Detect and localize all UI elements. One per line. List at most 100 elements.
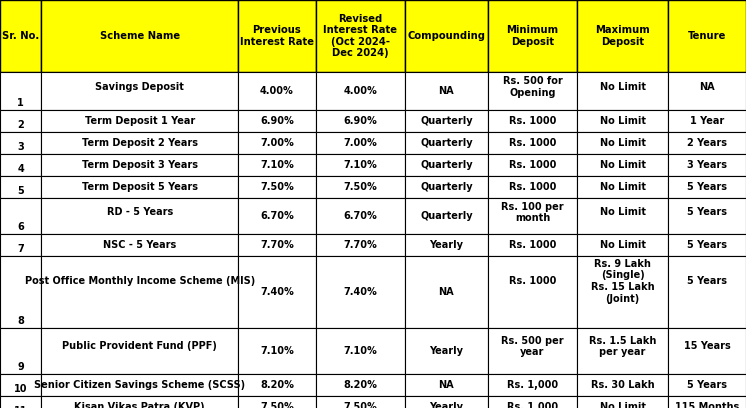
Text: Senior Citizen Savings Scheme (SCSS): Senior Citizen Savings Scheme (SCSS) xyxy=(34,380,245,390)
Text: 6.90%: 6.90% xyxy=(260,116,294,126)
Text: No Limit: No Limit xyxy=(600,402,645,408)
Bar xyxy=(316,72,405,110)
Bar xyxy=(668,328,746,374)
Bar xyxy=(577,0,668,72)
Text: Maximum
Deposit: Maximum Deposit xyxy=(595,25,650,47)
Bar xyxy=(0,328,41,374)
Bar xyxy=(316,374,405,396)
Text: 7.70%: 7.70% xyxy=(343,240,377,250)
Bar xyxy=(316,328,405,374)
Bar xyxy=(668,132,746,154)
Text: No Limit: No Limit xyxy=(600,182,645,192)
Text: Sr. No.: Sr. No. xyxy=(2,31,40,41)
Text: 6.70%: 6.70% xyxy=(260,211,294,221)
Text: Rs. 1000: Rs. 1000 xyxy=(509,276,557,286)
Text: Rs. 30 Lakh: Rs. 30 Lakh xyxy=(591,380,654,390)
Bar xyxy=(577,154,668,176)
Text: Revised
Interest Rate
(Oct 2024-
Dec 2024): Revised Interest Rate (Oct 2024- Dec 202… xyxy=(323,13,398,58)
Bar xyxy=(488,234,577,256)
Bar xyxy=(577,132,668,154)
Bar xyxy=(41,328,238,374)
Text: 5 Years: 5 Years xyxy=(687,182,727,192)
Bar xyxy=(577,198,668,234)
Text: Previous
Interest Rate: Previous Interest Rate xyxy=(240,25,314,47)
Text: 3: 3 xyxy=(17,142,24,152)
Bar xyxy=(405,234,488,256)
Text: 11: 11 xyxy=(14,406,28,408)
Bar xyxy=(668,198,746,234)
Bar xyxy=(405,198,488,234)
Text: 8.20%: 8.20% xyxy=(260,380,294,390)
Text: 9: 9 xyxy=(17,362,24,372)
Text: Post Office Monthly Income Scheme (MIS): Post Office Monthly Income Scheme (MIS) xyxy=(25,276,255,286)
Text: 7.10%: 7.10% xyxy=(343,346,377,356)
Text: NA: NA xyxy=(439,380,454,390)
Text: 5 Years: 5 Years xyxy=(687,276,727,286)
Bar xyxy=(577,72,668,110)
Text: 1 Year: 1 Year xyxy=(690,116,724,126)
Bar xyxy=(316,256,405,328)
Text: Quarterly: Quarterly xyxy=(420,160,473,170)
Text: 8.20%: 8.20% xyxy=(343,380,377,390)
Text: Rs. 1,000: Rs. 1,000 xyxy=(507,402,558,408)
Text: 7.40%: 7.40% xyxy=(260,287,294,297)
Bar xyxy=(316,110,405,132)
Text: Minimum
Deposit: Minimum Deposit xyxy=(507,25,559,47)
Text: Rs. 100 per
month: Rs. 100 per month xyxy=(501,202,564,223)
Bar xyxy=(238,198,316,234)
Text: 2 Years: 2 Years xyxy=(687,138,727,148)
Bar xyxy=(238,374,316,396)
Text: 6: 6 xyxy=(17,222,24,232)
Text: 7.10%: 7.10% xyxy=(260,346,294,356)
Text: 6.70%: 6.70% xyxy=(343,211,377,221)
Bar xyxy=(488,72,577,110)
Text: Quarterly: Quarterly xyxy=(420,138,473,148)
Text: Rs. 500 for
Opening: Rs. 500 for Opening xyxy=(503,76,562,98)
Text: 7.10%: 7.10% xyxy=(343,160,377,170)
Bar xyxy=(0,256,41,328)
Bar xyxy=(488,374,577,396)
Text: 7.00%: 7.00% xyxy=(343,138,377,148)
Text: 7.50%: 7.50% xyxy=(260,182,294,192)
Bar xyxy=(488,154,577,176)
Bar xyxy=(488,132,577,154)
Bar xyxy=(41,256,238,328)
Bar xyxy=(668,0,746,72)
Bar xyxy=(41,0,238,72)
Bar xyxy=(41,234,238,256)
Text: RD - 5 Years: RD - 5 Years xyxy=(107,207,173,217)
Text: 7.70%: 7.70% xyxy=(260,240,294,250)
Text: 5 Years: 5 Years xyxy=(687,240,727,250)
Text: Term Deposit 5 Years: Term Deposit 5 Years xyxy=(81,182,198,192)
Bar xyxy=(577,374,668,396)
Text: Quarterly: Quarterly xyxy=(420,211,473,221)
Bar xyxy=(405,374,488,396)
Text: NA: NA xyxy=(439,287,454,297)
Text: 4.00%: 4.00% xyxy=(343,86,377,96)
Text: Yearly: Yearly xyxy=(430,240,463,250)
Bar xyxy=(668,110,746,132)
Bar xyxy=(405,110,488,132)
Bar xyxy=(316,198,405,234)
Bar xyxy=(405,176,488,198)
Bar xyxy=(0,198,41,234)
Text: 5 Years: 5 Years xyxy=(687,207,727,217)
Bar xyxy=(316,176,405,198)
Text: Term Deposit 2 Years: Term Deposit 2 Years xyxy=(81,138,198,148)
Bar xyxy=(577,328,668,374)
Bar xyxy=(41,72,238,110)
Text: 7.10%: 7.10% xyxy=(260,160,294,170)
Text: Compounding: Compounding xyxy=(407,31,486,41)
Bar xyxy=(577,176,668,198)
Text: 4: 4 xyxy=(17,164,24,174)
Bar xyxy=(0,176,41,198)
Bar xyxy=(577,256,668,328)
Bar xyxy=(488,198,577,234)
Text: Rs. 1.5 Lakh
per year: Rs. 1.5 Lakh per year xyxy=(589,336,656,357)
Text: No Limit: No Limit xyxy=(600,207,645,217)
Bar xyxy=(238,256,316,328)
Bar xyxy=(0,110,41,132)
Bar xyxy=(577,234,668,256)
Text: Rs. 1000: Rs. 1000 xyxy=(509,160,557,170)
Bar xyxy=(668,256,746,328)
